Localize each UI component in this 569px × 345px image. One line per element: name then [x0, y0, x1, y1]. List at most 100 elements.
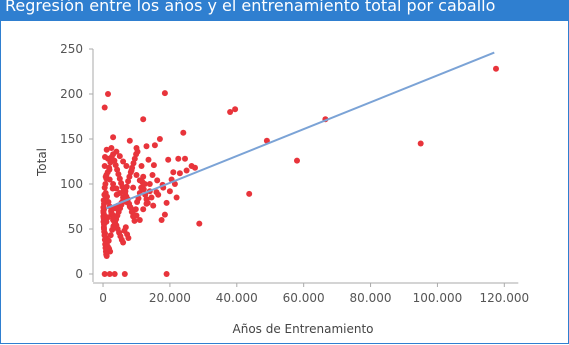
data-point: [158, 217, 165, 223]
data-point: [141, 181, 148, 187]
data-point: [163, 271, 170, 277]
data-point: [121, 271, 128, 277]
data-point: [106, 166, 113, 173]
data-point: [493, 65, 499, 72]
data-point: [100, 197, 107, 204]
data-point: [123, 163, 130, 169]
data-point: [134, 148, 141, 155]
data-point: [131, 217, 138, 224]
data-point: [232, 106, 239, 113]
data-point: [116, 175, 123, 182]
data-point: [151, 142, 158, 149]
data-point: [149, 172, 156, 178]
data-point: [110, 217, 117, 223]
x-tick-label: 40.000: [216, 291, 258, 305]
data-point: [105, 91, 111, 97]
data-point: [100, 204, 107, 211]
data-point: [175, 155, 182, 162]
data-point: [111, 271, 118, 277]
data-point: [102, 181, 109, 187]
data-point: [148, 194, 155, 201]
data-point: [122, 224, 129, 231]
data-point: [140, 186, 147, 193]
data-point: [165, 156, 172, 163]
chart-title-bar: Regresión entre los años y el entrenamie…: [1, 0, 568, 21]
data-point: [130, 213, 137, 220]
y-tick-label: 100: [60, 177, 83, 191]
x-tick-label: 60.000: [283, 291, 325, 305]
data-point: [127, 169, 134, 176]
data-point: [192, 164, 198, 171]
data-point: [105, 214, 111, 221]
data-point: [129, 164, 136, 171]
data-point: [196, 220, 203, 227]
data-point: [110, 134, 117, 141]
data-point: [125, 178, 132, 185]
data-point: [120, 239, 127, 246]
data-point: [101, 104, 108, 111]
data-point: [110, 181, 117, 187]
data-point: [176, 170, 183, 177]
data-point: [108, 145, 115, 151]
data-point: [182, 155, 188, 162]
data-point: [101, 191, 108, 198]
y-tick-label: 250: [60, 42, 83, 56]
data-point: [123, 183, 130, 190]
data-point: [125, 235, 132, 241]
x-tick-label: 100.000: [413, 291, 463, 305]
data-point: [101, 232, 108, 239]
data-point: [138, 163, 145, 169]
data-point: [163, 199, 170, 206]
data-point: [145, 156, 152, 163]
data-point: [130, 160, 137, 167]
data-point: [294, 157, 300, 164]
x-tick-label: 120.000: [479, 291, 529, 305]
data-point: [136, 217, 143, 223]
y-tick-label: 0: [75, 267, 83, 281]
data-point: [102, 173, 109, 180]
x-tick-label: 0: [99, 291, 107, 305]
data-point: [155, 191, 162, 198]
data-point: [150, 202, 157, 209]
data-point: [110, 151, 117, 158]
data-point: [103, 146, 110, 153]
data-point: [133, 172, 140, 178]
data-point: [246, 190, 253, 197]
data-point: [107, 232, 114, 239]
y-axis-title: Total: [35, 148, 49, 177]
data-point: [170, 169, 177, 176]
trend-line-group: [106, 51, 495, 210]
y-tick-label: 50: [68, 222, 83, 236]
x-tick-label: 20.000: [149, 291, 191, 305]
data-point: [166, 188, 173, 195]
data-point: [100, 209, 107, 216]
x-axis-title: Años de Entrenamiento: [233, 322, 374, 336]
data-point: [146, 181, 153, 187]
data-point: [130, 184, 137, 191]
data-point: [143, 143, 150, 150]
data-point: [126, 137, 133, 144]
data-point: [417, 140, 424, 147]
data-point: [227, 109, 234, 115]
data-point: [144, 199, 151, 206]
data-point: [154, 177, 161, 184]
data-point: [109, 185, 116, 192]
data-point: [106, 271, 113, 277]
x-tick-label: 80.000: [350, 291, 392, 305]
data-point: [111, 157, 118, 164]
data-point: [140, 116, 147, 123]
y-tick-label: 200: [60, 87, 83, 101]
data-point: [132, 206, 139, 213]
data-point: [121, 194, 128, 201]
data-point: [116, 153, 123, 160]
data-point: [161, 90, 168, 97]
data-point: [140, 206, 147, 213]
data-point: [131, 155, 138, 162]
data-point: [161, 211, 168, 218]
data-point: [108, 209, 115, 216]
y-tick-label: 150: [60, 132, 83, 146]
data-point: [120, 158, 127, 165]
data-point: [103, 253, 110, 259]
